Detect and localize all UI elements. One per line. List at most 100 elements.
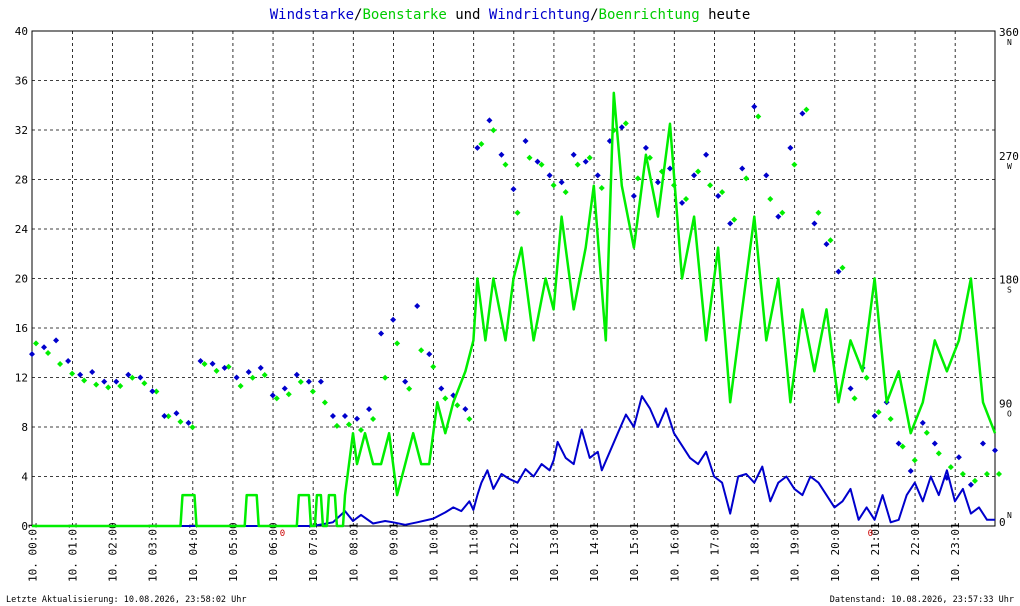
wind-direction-point bbox=[197, 358, 204, 364]
wind-direction-point bbox=[317, 378, 324, 385]
gust-direction-point bbox=[249, 374, 256, 381]
wind-direction-point bbox=[979, 440, 986, 447]
gust-direction-point bbox=[321, 399, 328, 406]
gust-direction-point bbox=[141, 380, 148, 387]
y-tick-label: 0 bbox=[21, 520, 28, 533]
gust-direction-point bbox=[69, 370, 76, 377]
gust-direction-point bbox=[586, 154, 593, 161]
x-tick-label: 10. 22:01 bbox=[909, 522, 922, 582]
wind-direction-point bbox=[390, 316, 397, 323]
x-tick-label: 10. 07:01 bbox=[307, 522, 320, 582]
x-tick-label: 10. 04:01 bbox=[187, 522, 200, 582]
title-gust-dir: Boenrichtung bbox=[599, 7, 700, 23]
plot-area: 0 4 8 12 16 20 24 28 32 36 40 10. 00:01 10. 01:01 10.… bbox=[15, 25, 1019, 582]
x-tick-label: 10. 10:01 bbox=[428, 522, 441, 582]
wind-direction-point bbox=[462, 406, 469, 413]
gust-direction-point bbox=[526, 154, 533, 161]
gust-direction-point bbox=[514, 209, 521, 216]
wind-direction-point bbox=[233, 374, 240, 381]
wind-direction-point bbox=[931, 440, 938, 447]
x-tick-label: 10. 19:01 bbox=[789, 522, 802, 582]
gust-direction-point bbox=[562, 189, 569, 196]
gust-direction-point bbox=[430, 363, 437, 370]
gust-direction-point bbox=[863, 374, 870, 381]
gust-direction-point bbox=[45, 350, 52, 356]
wind-direction-point bbox=[630, 193, 637, 199]
y2-direction-label: N bbox=[1007, 38, 1012, 47]
gust-direction-point bbox=[105, 384, 112, 391]
wind-direction-point bbox=[137, 374, 144, 381]
wind-direction-point bbox=[594, 172, 601, 179]
gust-direction-point bbox=[189, 424, 196, 431]
gust-direction-point bbox=[791, 161, 798, 168]
y-tick-label: 16 bbox=[15, 322, 28, 335]
y2-tick-label: 270 bbox=[999, 150, 1019, 163]
wind-direction-point bbox=[992, 447, 998, 454]
wind-direction-point bbox=[546, 172, 553, 179]
wind-direction-point bbox=[570, 151, 577, 158]
gust-direction-point bbox=[538, 161, 545, 168]
y-tick-label: 4 bbox=[21, 471, 28, 484]
gust-direction-point bbox=[358, 427, 365, 433]
gust-direction-point bbox=[743, 175, 750, 182]
y-tick-label: 36 bbox=[15, 75, 28, 88]
x-tick-label: 10. 14:01 bbox=[588, 522, 601, 582]
y-tick-label: 8 bbox=[21, 421, 28, 434]
wind-direction-point bbox=[666, 165, 673, 172]
gust-direction-point bbox=[803, 106, 810, 113]
wind-direction-point bbox=[522, 138, 529, 144]
gust-direction-point bbox=[33, 340, 39, 347]
gust-direction-point bbox=[947, 464, 954, 471]
wind-direction-point bbox=[378, 330, 385, 337]
gust-direction-point bbox=[129, 374, 136, 381]
gust-direction-point bbox=[93, 381, 100, 388]
wind-direction-point bbox=[679, 199, 686, 206]
gust-direction-point bbox=[719, 189, 726, 196]
wind-direction-point bbox=[53, 337, 60, 344]
x-tick-label: 10. 06:00 bbox=[267, 522, 280, 582]
wind-direction-point bbox=[41, 344, 48, 351]
gust-direction-point bbox=[370, 416, 377, 422]
x-tick-label: 10. 11:01 bbox=[468, 522, 481, 582]
wind-direction-point bbox=[257, 364, 264, 371]
footer-data-state: Datenstand: 10.08.2026, 23:57:33 Uhr bbox=[830, 595, 1014, 605]
gust-direction-point bbox=[935, 450, 942, 457]
gust-direction-point bbox=[201, 361, 208, 367]
gust-direction-point bbox=[731, 216, 738, 223]
wind-direction-point bbox=[281, 385, 288, 392]
wind-direction-point bbox=[245, 369, 252, 375]
gust-direction-point bbox=[309, 388, 316, 395]
gust-direction-point bbox=[996, 471, 1002, 477]
x-tick-label: 10. 20:01 bbox=[829, 522, 842, 582]
wind-direction-point bbox=[474, 144, 481, 151]
wind-direction-point bbox=[101, 378, 108, 385]
gust-direction-point bbox=[117, 383, 124, 389]
gust-direction-point bbox=[57, 361, 64, 367]
gust-speed-line bbox=[32, 91, 997, 528]
x-tick-label: 10. 18:01 bbox=[749, 522, 762, 582]
wind-direction-point bbox=[221, 364, 228, 371]
gust-direction-point bbox=[273, 395, 280, 402]
wind-direction-point bbox=[173, 410, 180, 417]
gust-direction-point bbox=[683, 196, 690, 202]
gust-direction-point bbox=[177, 418, 184, 425]
gust-direction-point bbox=[490, 127, 497, 134]
gust-direction-point bbox=[899, 443, 906, 450]
y2-direction-label: O bbox=[1007, 409, 1012, 418]
wind-direction-point bbox=[486, 117, 493, 124]
x-tick-label: 10. 05:00 bbox=[227, 522, 240, 582]
y-tick-label: 24 bbox=[15, 223, 29, 236]
footer-last-update: Letzte Aktualisierung: 10.08.2026, 23:58… bbox=[6, 595, 247, 605]
wind-direction-point bbox=[209, 360, 216, 367]
gust-direction-point bbox=[550, 182, 557, 189]
wind-direction-point bbox=[161, 413, 168, 419]
y-tick-label: 12 bbox=[15, 372, 28, 385]
wind-direction-point bbox=[149, 388, 156, 395]
x-tick-label: 10. 21:01 bbox=[869, 522, 882, 582]
wind-direction-point bbox=[811, 220, 818, 227]
wind-direction-point bbox=[907, 468, 914, 474]
wind-direction-point bbox=[739, 165, 746, 172]
x-tick-label: 10. 23:01 bbox=[949, 522, 962, 582]
gust-direction-point bbox=[598, 185, 605, 191]
wind-direction-point bbox=[835, 268, 842, 275]
